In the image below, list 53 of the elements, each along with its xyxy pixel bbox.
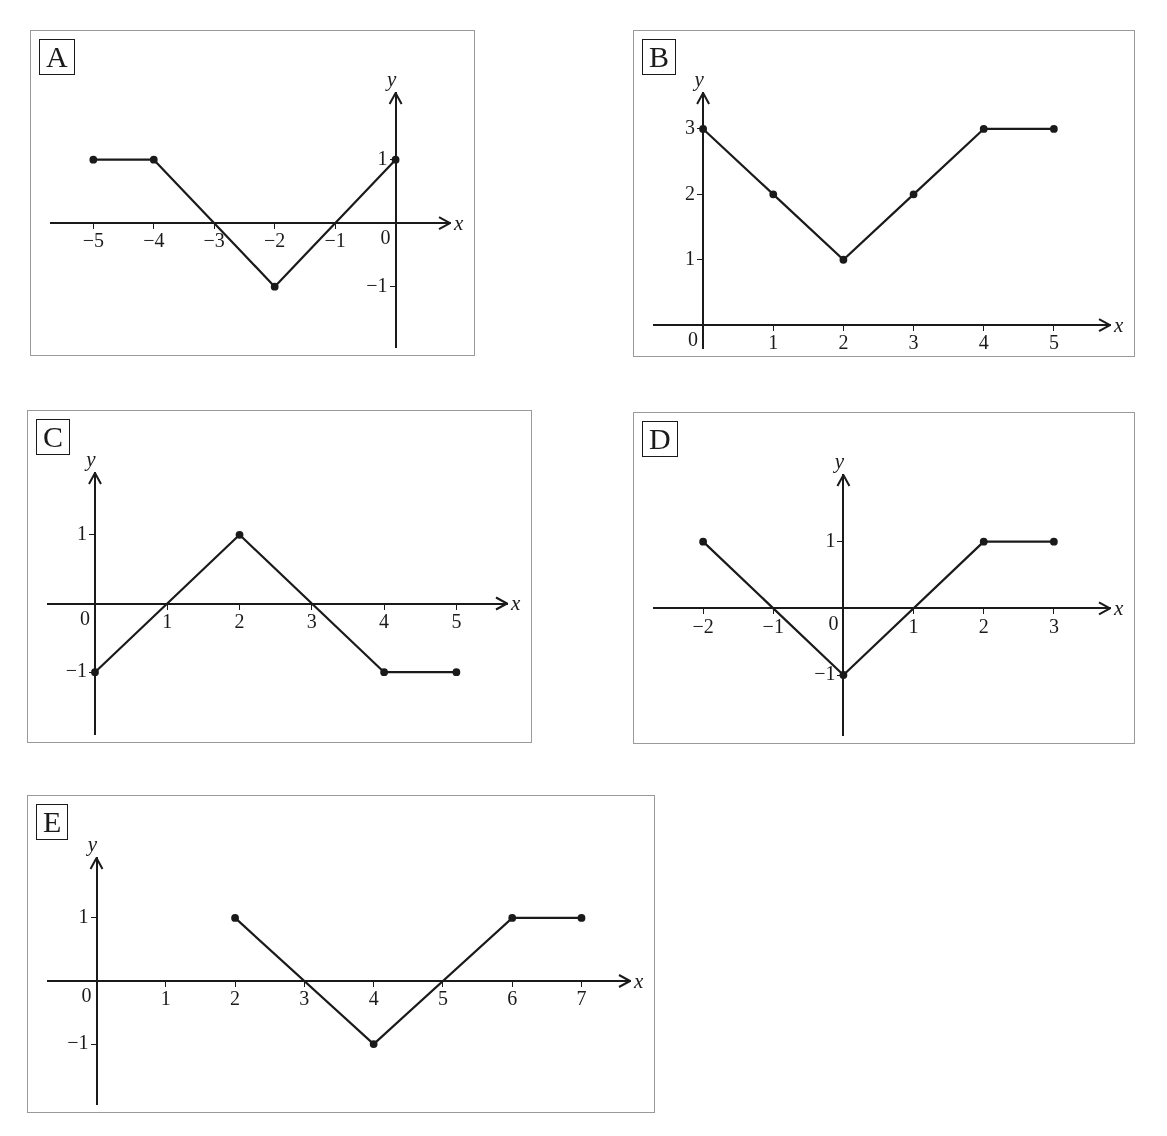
x-tick-label: −1 [324, 229, 346, 252]
y-tick-label: 3 [685, 116, 696, 139]
x-axis-title: x [453, 210, 464, 235]
x-axis-title: x [633, 968, 644, 993]
x-axis-title: x [1113, 595, 1124, 620]
y-tick-label: 1 [76, 522, 87, 545]
y-axis-title: y [84, 447, 97, 472]
y-axis-title: y [85, 832, 98, 857]
x-tick-label: 4 [368, 987, 379, 1010]
x-tick-label: 7 [576, 987, 587, 1010]
x-tick-label: 2 [978, 614, 989, 637]
y-tick-label: 1 [685, 246, 696, 269]
x-tick-label: 0 [688, 328, 699, 351]
y-axis-title: y [692, 67, 705, 92]
x-tick-label: 5 [437, 987, 448, 1010]
x-tick-label: −1 [762, 614, 784, 637]
x-tick-label: 6 [507, 987, 518, 1010]
chart-title: A [39, 39, 75, 75]
x-tick-label: 0 [828, 611, 839, 634]
y-tick-label: 1 [78, 905, 89, 928]
x-axis-title: x [510, 591, 521, 616]
y-tick-label: 2 [685, 181, 696, 204]
x-tick-label: 2 [234, 609, 245, 632]
x-tick-label: −2 [692, 614, 714, 637]
x-tick-label: 2 [230, 987, 241, 1010]
x-tick-label: 4 [379, 609, 390, 632]
x-axis-title: x [1113, 312, 1124, 337]
x-tick-label: 1 [908, 614, 919, 637]
x-tick-label: 0 [81, 984, 92, 1007]
chart-title: D [642, 421, 678, 457]
x-tick-label: −2 [264, 229, 286, 252]
x-tick-label: 3 [908, 331, 919, 354]
x-tick-label: 4 [978, 331, 989, 354]
chart-title: E [36, 804, 69, 840]
x-tick-label: 1 [162, 609, 173, 632]
x-tick-label: 3 [1048, 614, 1059, 637]
chart-title: C [36, 419, 71, 455]
x-tick-label: −5 [82, 229, 104, 252]
x-tick-label: 3 [306, 609, 317, 632]
y-axis-title: y [384, 67, 397, 92]
y-axis-title: y [832, 449, 845, 474]
y-tick-label: −1 [67, 1031, 89, 1054]
x-tick-label: −3 [203, 229, 225, 252]
x-tick-label: −4 [143, 229, 165, 252]
x-tick-label: 5 [451, 609, 462, 632]
x-tick-label: 0 [79, 606, 90, 629]
x-tick-label: 1 [160, 987, 171, 1010]
y-tick-label: −1 [65, 659, 87, 682]
chart-title: B [642, 39, 677, 75]
x-tick-label: 1 [768, 331, 779, 354]
x-tick-label: 0 [380, 226, 391, 249]
x-tick-label: 3 [299, 987, 310, 1010]
x-tick-label: 5 [1048, 331, 1059, 354]
